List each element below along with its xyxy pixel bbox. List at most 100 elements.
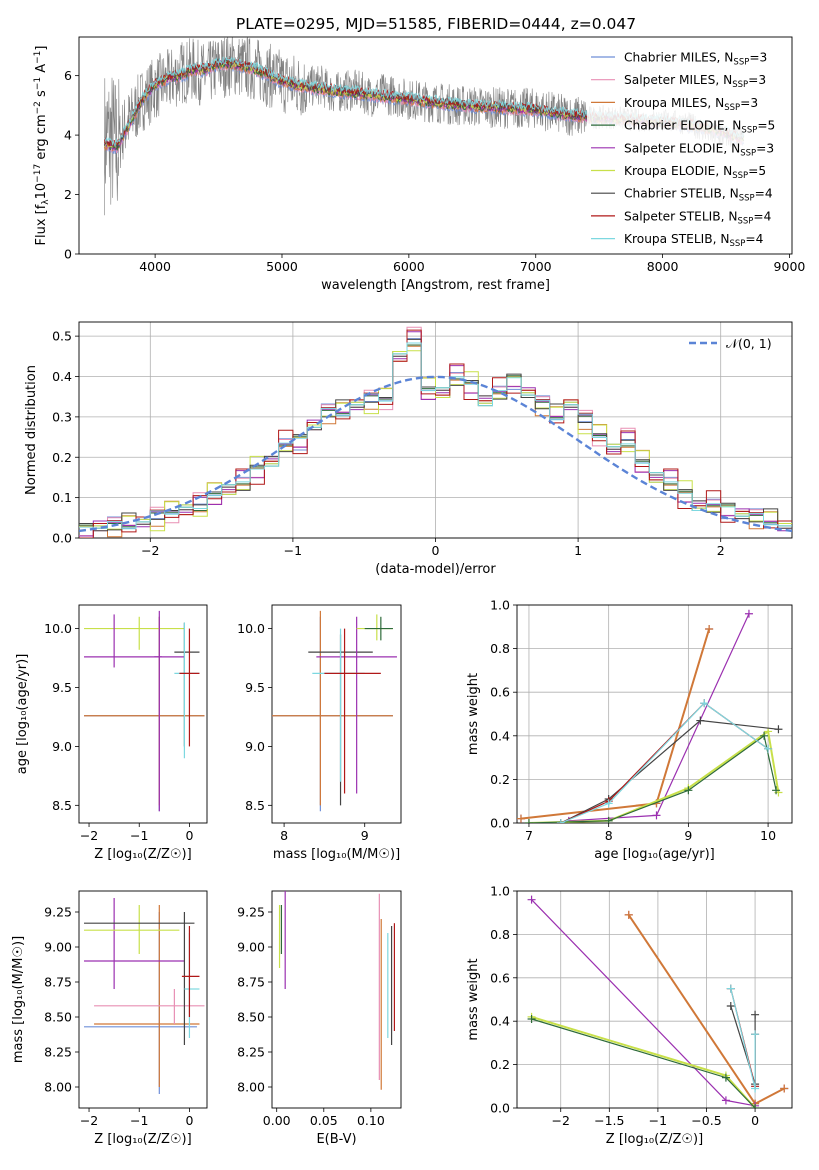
x-tick-label: −2 <box>141 543 159 558</box>
x-tick-label: 9 <box>361 828 369 843</box>
legend-label: Kroupa STELIB, NSSP=4 <box>624 232 764 249</box>
y-tick-label: 8.25 <box>44 1045 72 1060</box>
weight-marker <box>764 744 773 753</box>
x-tick-label: 0 <box>751 1113 759 1128</box>
ebv-vs-mass-plot-area <box>278 891 396 1090</box>
y-tick-label: 8.50 <box>44 1010 72 1025</box>
y-tick-label: 8.5 <box>52 798 72 813</box>
y-axis-label: mass weight <box>466 673 481 755</box>
y-tick-label: 8.75 <box>44 975 72 990</box>
y-tick-label: 8.5 <box>245 798 265 813</box>
weight-marker <box>780 1084 789 1093</box>
y-tick-label: 8.25 <box>237 1045 265 1060</box>
z-vs-mass-panel: −2 −1 0 8.00 8.25 8.50 8.75 9.00 9.25 Z [log₁₀(Z/… <box>11 890 208 1147</box>
z-vs-age-plot-area <box>84 610 205 812</box>
weight-marker <box>705 624 714 633</box>
weight-line-9 <box>560 702 769 823</box>
weight-marker <box>604 816 613 823</box>
y-axis-label: mass [log₁₀(M/M☉)] <box>11 936 26 1063</box>
weight-marker <box>764 727 773 736</box>
y-tick-label: 9.0 <box>245 739 265 754</box>
weight-marker <box>751 1084 760 1093</box>
x-tick-label: 0.10 <box>357 1113 385 1128</box>
x-tick-label: 0.05 <box>310 1113 338 1128</box>
weight-marker <box>524 819 533 823</box>
weight-line-8 <box>560 702 769 823</box>
y-tick-label: 0.0 <box>490 1101 510 1116</box>
weight-marker <box>760 731 769 740</box>
x-axis-label: Z [log₁₀(Z/Z☉)] <box>94 1132 191 1147</box>
weight-marker <box>774 725 783 734</box>
y-tick-label: 0.2 <box>52 450 72 465</box>
y-tick-label: 0.4 <box>490 728 510 743</box>
y-tick-label: 0.8 <box>490 927 510 942</box>
y-tick-label: 0.3 <box>52 409 72 424</box>
x-tick-label: −2 <box>80 828 98 843</box>
x-axis-label: mass [log₁₀(M/M☉)] <box>273 847 400 862</box>
weight-marker <box>624 910 633 919</box>
x-tick-label: 7000 <box>520 259 552 274</box>
x-tick-label: −2 <box>80 1113 98 1128</box>
x-axis-label: E(B-V) <box>316 1132 356 1147</box>
x-tick-label: 8000 <box>647 259 679 274</box>
age-vs-weight-plot-area <box>517 609 783 823</box>
z-vs-weight-plot-area <box>527 895 789 1108</box>
y-tick-label: 0.4 <box>490 1014 510 1029</box>
x-tick-label: 2 <box>717 543 725 558</box>
y-tick-label: 0.0 <box>490 816 510 831</box>
legend-label: Salpeter MILES, NSSP=3 <box>624 73 766 90</box>
weight-marker <box>751 1030 760 1039</box>
x-tick-label: −0.5 <box>691 1113 721 1128</box>
axes-frame <box>516 604 793 824</box>
axes-frame <box>78 321 793 539</box>
weight-marker <box>684 786 693 795</box>
weight-marker <box>726 984 735 993</box>
axes-frame <box>271 890 402 1109</box>
y-tick-label: 9.0 <box>52 739 72 754</box>
weight-marker <box>726 1002 735 1011</box>
weight-line-6 <box>531 1018 756 1108</box>
weight-marker <box>744 609 753 618</box>
x-tick-label: 0.00 <box>263 1113 291 1128</box>
y-tick-label: 0 <box>64 247 72 262</box>
x-tick-label: 5000 <box>266 259 298 274</box>
mass-vs-age-panel: 8 9 8.5 9.0 9.5 10.0 mass [log₁₀(M/M☉)] <box>237 604 402 862</box>
x-tick-label: 9000 <box>774 259 806 274</box>
x-tick-label: 10 <box>760 828 776 843</box>
weight-marker <box>604 799 613 808</box>
weight-marker <box>751 1104 760 1108</box>
legend-label: Salpeter ELODIE, NSSP=3 <box>624 141 774 158</box>
residuals-plot-area <box>79 326 792 538</box>
y-tick-label: 9.25 <box>44 905 72 920</box>
histogram-9 <box>79 342 792 530</box>
weight-marker <box>696 716 705 725</box>
weight-line-5 <box>531 1015 756 1108</box>
z-vs-age-panel: −2 −1 0 8.5 9.0 9.5 10.0 Z [log₁₀(Z/Z☉)] age [lo… <box>15 604 208 862</box>
y-tick-label: 1.0 <box>490 598 510 613</box>
y-tick-label: 0.2 <box>490 772 510 787</box>
gaussian-curve <box>79 375 792 533</box>
y-tick-label: 9.5 <box>52 680 72 695</box>
z-vs-mass-plot-area <box>84 898 205 1094</box>
ebv-vs-mass-panel: 0.00 0.05 0.10 8.00 8.25 8.50 8.75 9.00 9.25 E(B-… <box>237 890 402 1147</box>
y-tick-label: 2 <box>64 187 72 202</box>
weight-marker <box>527 895 536 904</box>
age-vs-weight-panel: 7 8 9 10 0.0 0.2 0.4 0.6 0.8 1.0 age [log₁₀(age/yr… <box>466 598 793 862</box>
y-tick-label: 0.0 <box>52 531 72 546</box>
y-tick-label: 0.2 <box>490 1057 510 1072</box>
x-tick-label: 7 <box>525 828 533 843</box>
axes-frame <box>78 890 208 1109</box>
y-tick-label: 4 <box>64 128 72 143</box>
y-tick-label: 9.00 <box>237 940 265 955</box>
weight-marker <box>527 1015 536 1024</box>
y-axis-label: age [log₁₀(age/yr)] <box>15 654 30 775</box>
x-axis-label: wavelength [Angstrom, rest frame] <box>321 278 550 293</box>
x-tick-label: 0 <box>185 828 193 843</box>
y-tick-label: 0.1 <box>52 490 72 505</box>
axes-frame <box>516 890 793 1109</box>
weight-marker <box>556 819 565 823</box>
x-tick-label: 8 <box>605 828 613 843</box>
figure-title: PLATE=0295, MJD=51585, FIBERID=0444, z=0… <box>236 15 636 33</box>
legend-label: Kroupa ELODIE, NSSP=5 <box>624 164 766 181</box>
y-axis-label: mass weight <box>466 958 481 1040</box>
